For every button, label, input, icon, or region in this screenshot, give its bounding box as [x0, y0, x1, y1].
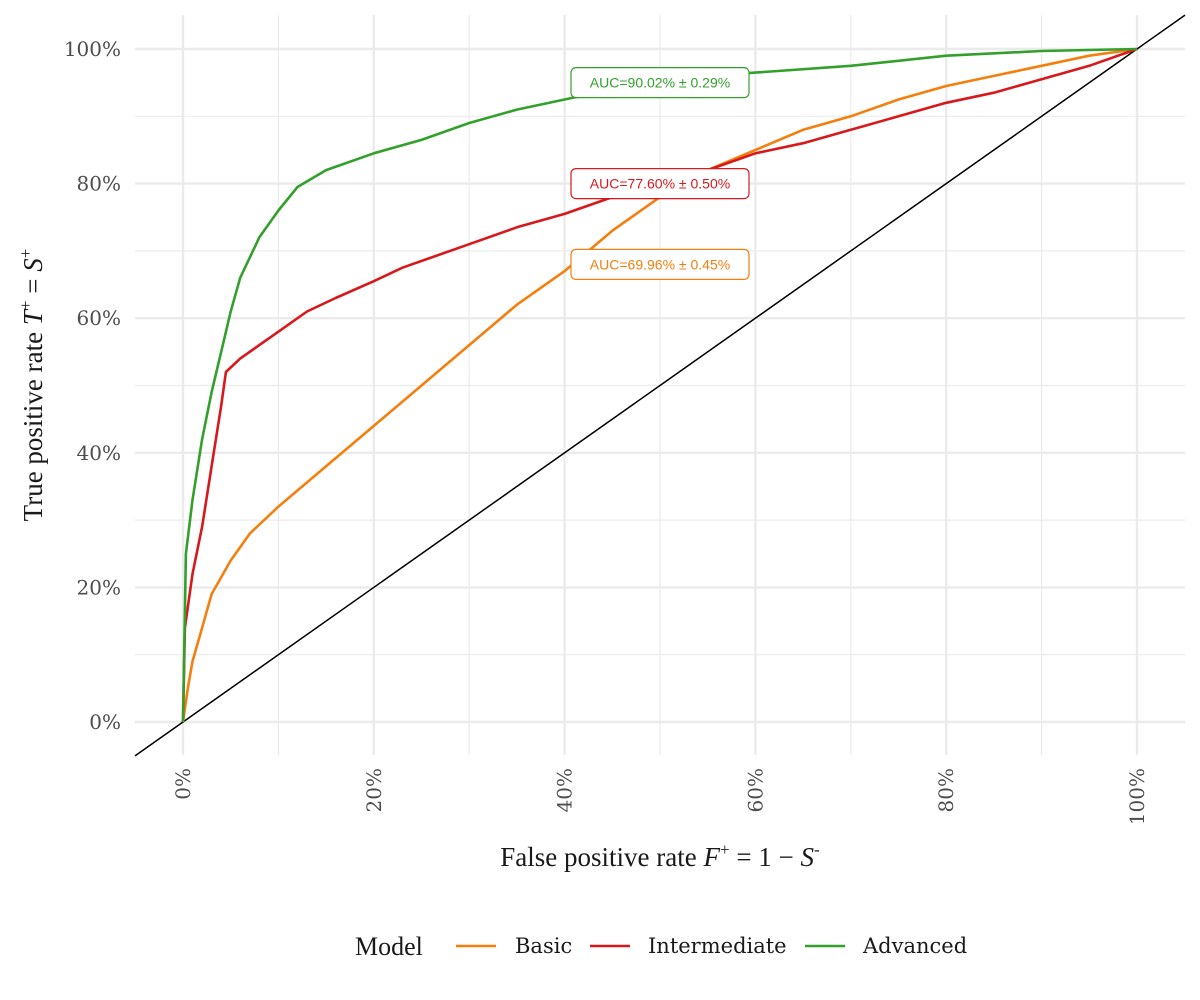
auc-label-box — [570, 168, 750, 200]
y-tick-label: 40% — [77, 441, 121, 465]
chance-diagonal-line — [134, 14, 1186, 757]
major-gridlines — [135, 15, 1185, 755]
x-axis-ticks: 0% 20% 40% 60% 80% 100% — [171, 768, 1149, 825]
auc-label-advanced: AUC=90.02% ± 0.29% — [590, 75, 730, 91]
x-tick-label: 60% — [743, 768, 767, 812]
auc-label-box — [570, 67, 750, 99]
legend-title: Model — [355, 932, 423, 961]
x-tick-label: 80% — [934, 768, 958, 812]
y-tick-label: 20% — [77, 575, 121, 599]
y-tick-label: 80% — [77, 172, 121, 196]
x-axis-title: False positive rate F+ = 1 − S- — [500, 840, 820, 872]
roc-curve-intermediate — [181, 47, 1138, 723]
x-tick-label: 40% — [553, 768, 577, 812]
auc-label-box — [570, 248, 750, 280]
y-axis-ticks: 0% 20% 40% 60% 80% 100% — [64, 37, 121, 734]
roc-curves — [181, 47, 1138, 723]
legend: Model Basic Intermediate Advanced — [355, 932, 967, 961]
y-tick-label: 60% — [77, 306, 121, 330]
auc-label-basic: AUC=69.96% ± 0.45% — [590, 256, 730, 272]
x-tick-label: 20% — [362, 768, 386, 812]
x-tick-label: 100% — [1125, 768, 1149, 825]
y-axis-title: True positive rate T+ = S+ — [16, 249, 48, 522]
y-tick-label: 100% — [64, 37, 121, 61]
x-tick-label: 0% — [171, 768, 195, 800]
legend-label-advanced: Advanced — [862, 934, 967, 958]
y-tick-label: 0% — [89, 710, 121, 734]
legend-label-intermediate: Intermediate — [648, 934, 787, 958]
legend-label-basic: Basic — [515, 934, 572, 958]
auc-label-intermediate: AUC=77.60% ± 0.50% — [590, 176, 730, 192]
auc-labels: AUC=69.96% ± 0.45% AUC=77.60% ± 0.50% AUC=… — [570, 67, 750, 280]
roc-curve-advanced — [181, 47, 1138, 723]
roc-curve-basic — [181, 47, 1138, 723]
